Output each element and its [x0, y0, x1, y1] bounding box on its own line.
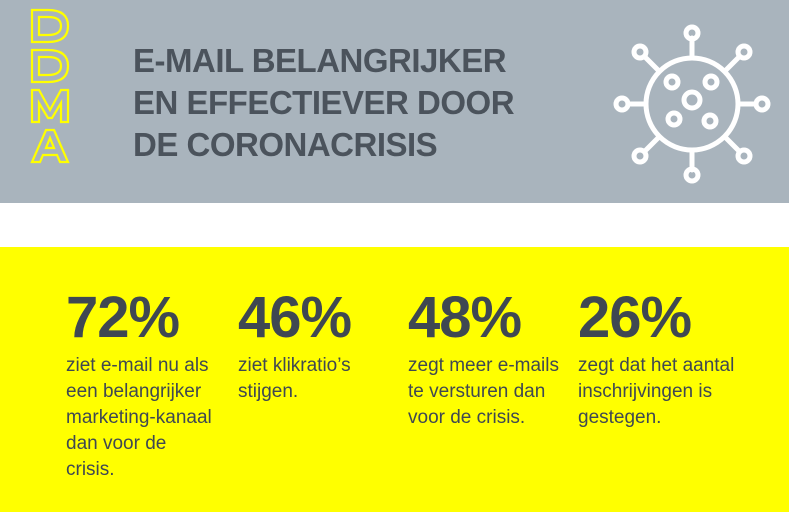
stat-value: 46%: [238, 285, 352, 350]
virus-icon: [612, 24, 772, 184]
header-banner: E-MAIL BELANGRIJKER EN EFFECTIEVER DOOR …: [0, 0, 789, 203]
stat-value: 72%: [66, 285, 180, 350]
stat-value: 26%: [578, 285, 692, 350]
stat-item: 26% zegt dat het aantal inschrijvingen i…: [578, 287, 748, 431]
ddma-logo: [28, 6, 72, 166]
logo-letter-m: [30, 88, 70, 124]
stat-description: ziet klikratio’s stijgen.: [238, 355, 351, 402]
page-title: E-MAIL BELANGRIJKER EN EFFECTIEVER DOOR …: [133, 40, 593, 166]
stats-panel: 72% ziet e-mail nu als een belangrijker …: [0, 247, 789, 512]
stat-description: ziet e-mail nu als een belangrijker mark…: [66, 355, 212, 480]
stat-value: 48%: [408, 285, 522, 350]
title-line: DE CORONACRISIS: [133, 126, 438, 163]
title-line: EN EFFECTIEVER DOOR: [133, 84, 515, 121]
logo-letter-a: [30, 128, 70, 164]
stat-item: 46% ziet klikratio’s stijgen.: [238, 287, 388, 405]
stat-item: 72% ziet e-mail nu als een belangrijker …: [66, 287, 216, 483]
stat-description: zegt meer e-mails te versturen dan voor …: [408, 355, 559, 428]
title-line: E-MAIL BELANGRIJKER: [133, 42, 507, 79]
logo-letter-d2: [30, 48, 70, 84]
stat-item: 48% zegt meer e-mails te versturen dan v…: [408, 287, 563, 431]
logo-letter-d1: [30, 8, 70, 44]
stat-description: zegt dat het aantal inschrijvingen is ge…: [578, 355, 735, 428]
white-spacer: [0, 203, 789, 247]
